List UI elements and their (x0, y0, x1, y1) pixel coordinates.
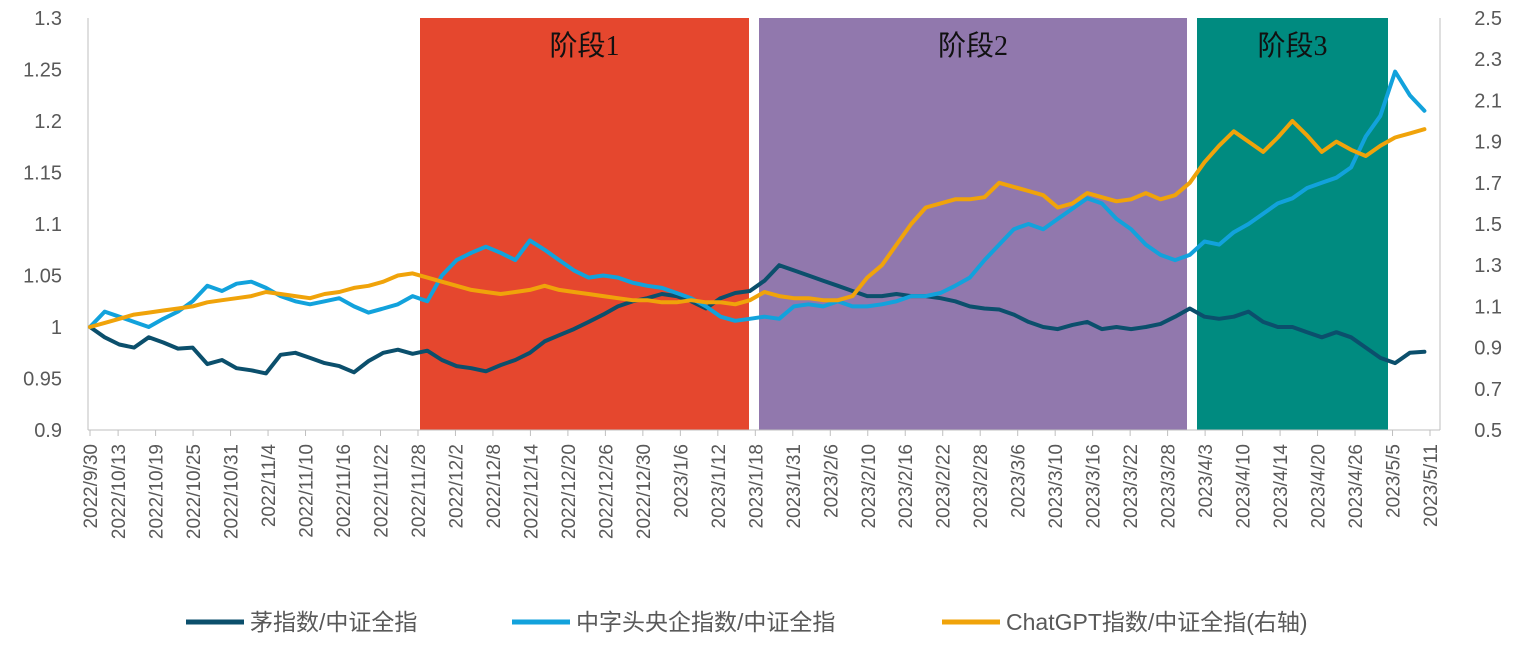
stage-label-1: 阶段1 (549, 30, 619, 62)
y2-tick-label: 1.1 (1474, 296, 1502, 318)
x-tick-label: 2022/11/4 (259, 444, 280, 528)
x-tick-label: 2023/1/12 (709, 444, 730, 529)
series-line-2 (88, 69, 1427, 329)
y-tick-label: 1.15 (23, 163, 62, 185)
x-tick-label: 2023/5/11 (1421, 444, 1442, 527)
y-tick-label: 0.95 (23, 369, 62, 391)
y2-tick-label: 0.7 (1474, 379, 1502, 401)
series-line-1 (88, 263, 1427, 376)
x-tick-label: 2023/3/16 (1084, 444, 1105, 529)
y2-tick-label: 0.5 (1474, 420, 1502, 442)
x-tick-label: 2023/2/16 (896, 444, 917, 529)
x-tick-label: 2023/3/22 (1121, 444, 1142, 529)
legend: 茅指数/中证全指 中字头央企指数/中证全指 ChatGPT指数/中证全指(右轴) (186, 609, 1308, 635)
x-tick-label: 2023/1/6 (671, 444, 692, 518)
y-tick-label: 1.3 (34, 8, 62, 30)
y-tick-label: 1.1 (34, 214, 62, 236)
y-tick-label: 1.25 (23, 60, 62, 82)
x-tick-label: 2023/4/20 (1309, 444, 1330, 529)
x-tick-label: 2022/12/26 (596, 444, 617, 539)
x-tick-label: 2023/1/18 (746, 444, 767, 529)
x-tick-label: 2022/9/30 (81, 444, 102, 529)
stage-label-2: 阶段2 (938, 30, 1008, 62)
y-tick-label: 1.2 (34, 111, 62, 133)
x-tick-label: 2023/2/28 (971, 444, 992, 529)
y2-tick-label: 1.7 (1474, 173, 1502, 195)
x-tick-label: 2022/12/30 (634, 444, 655, 539)
y2-tick-label: 2.1 (1474, 90, 1502, 112)
legend-label-2: 中字头央企指数/中证全指 (576, 609, 835, 635)
stage-band-2 (759, 18, 1187, 430)
x-tick-label: 2022/12/20 (559, 444, 580, 539)
x-tick-label: 2023/2/10 (859, 444, 880, 529)
x-tick-label: 2022/10/13 (109, 444, 130, 539)
y2-tick-label: 2.5 (1474, 8, 1502, 30)
x-tick-label: 2022/12/8 (484, 444, 505, 529)
x-tick-label: 2022/11/28 (409, 444, 430, 538)
stage-band-3 (1197, 18, 1388, 430)
x-tick-label: 2023/3/10 (1046, 444, 1067, 529)
legend-label-1: 茅指数/中证全指 (250, 609, 417, 635)
x-tick-label: 2023/4/3 (1196, 444, 1217, 518)
y2-tick-label: 2.3 (1474, 49, 1502, 71)
x-tick-label: 2022/12/14 (521, 444, 542, 540)
x-tick-label: 2023/4/10 (1234, 444, 1255, 529)
left-axis-labels: 0.9 0.95 1 1.05 1.1 1.15 1.2 1.25 1.3 (23, 8, 62, 442)
stage-band-1 (420, 18, 749, 430)
x-tick-label: 2022/11/16 (334, 444, 355, 538)
y2-tick-label: 1.9 (1474, 132, 1502, 154)
stage-label-3: 阶段3 (1257, 30, 1327, 62)
x-tick-label: 2023/2/6 (821, 444, 842, 518)
x-tick-label: 2022/11/22 (371, 444, 392, 538)
x-tick-label: 2023/5/5 (1384, 444, 1405, 518)
stage-bands: 阶段1 阶段2 阶段3 (420, 18, 1388, 430)
y-tick-label: 1.05 (23, 266, 62, 288)
x-tick-label: 2023/3/6 (1009, 444, 1030, 518)
x-tick-label: 2022/11/10 (297, 444, 318, 538)
right-axis-labels: 0.5 0.7 0.9 1.1 1.3 1.5 1.7 1.9 2.1 2.3 2.5 (1474, 8, 1502, 442)
x-tick-label: 2023/3/28 (1159, 444, 1180, 529)
x-tick-label: 2023/4/26 (1346, 444, 1367, 529)
y2-tick-label: 0.9 (1474, 338, 1502, 360)
x-tick-label: 2023/1/31 (784, 444, 805, 529)
x-tick-label: 2022/10/19 (147, 444, 168, 539)
x-axis-labels: 2022/9/30 2022/10/13 2022/10/19 2022/10/25 2… (81, 444, 1442, 540)
x-tick-label: 2022/10/25 (184, 444, 205, 539)
x-tick-label: 2022/12/2 (446, 444, 467, 529)
x-tick-label: 2023/4/14 (1271, 444, 1292, 529)
axes (87, 18, 1441, 436)
y-tick-label: 1 (51, 317, 62, 339)
series-line-3 (88, 119, 1427, 329)
legend-label-3: ChatGPT指数/中证全指(右轴) (1006, 609, 1308, 635)
x-tick-label: 2023/2/22 (934, 444, 955, 529)
x-tick-label: 2022/10/31 (222, 444, 243, 539)
y2-tick-label: 1.3 (1474, 255, 1502, 277)
y-tick-label: 0.9 (34, 420, 62, 442)
series-lines (88, 69, 1427, 376)
y2-tick-label: 1.5 (1474, 214, 1502, 236)
